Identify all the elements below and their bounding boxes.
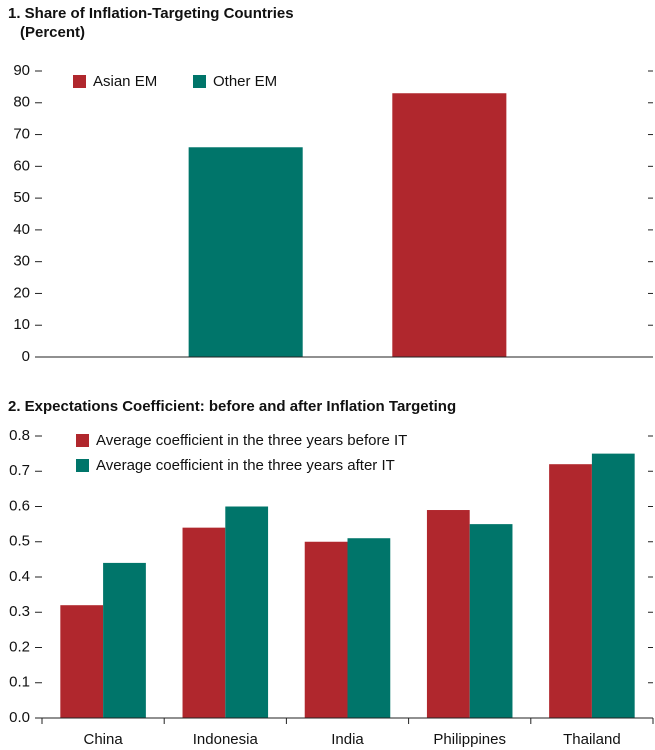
y-tick-label: 0.6 [9, 497, 30, 514]
x-tick-label: Indonesia [193, 731, 259, 748]
y-tick-label: 90 [13, 62, 30, 79]
y-tick-label: 0.4 [9, 568, 30, 585]
chart-subtitle: (Percent) [20, 24, 85, 41]
bar [591, 453, 635, 718]
y-tick-label: 0.2 [9, 638, 30, 655]
x-tick-label: Philippines [433, 731, 506, 748]
y-tick-label: 0.5 [9, 533, 30, 550]
bar [188, 147, 303, 357]
legend-label: Asian EM [93, 73, 157, 90]
bar [392, 93, 507, 357]
y-tick-label: 30 [13, 253, 30, 270]
y-tick-label: 50 [13, 189, 30, 206]
legend-label: Average coefficient in the three years b… [96, 432, 407, 449]
y-tick-label: 70 [13, 126, 30, 143]
y-tick-label: 0 [22, 348, 30, 365]
y-tick-label: 0.1 [9, 674, 30, 691]
bar [60, 605, 104, 718]
bar [304, 541, 348, 718]
y-tick-label: 40 [13, 221, 30, 238]
y-tick-label: 20 [13, 284, 30, 301]
x-tick-label: China [83, 731, 123, 748]
y-tick-label: 0.8 [9, 427, 30, 444]
x-tick-label: Thailand [563, 731, 621, 748]
bar [469, 524, 513, 718]
bar [347, 538, 391, 718]
legend-swatch [76, 459, 89, 472]
legend-swatch [73, 75, 86, 88]
legend-swatch [193, 75, 206, 88]
legend-label: Average coefficient in the three years a… [96, 457, 395, 474]
chart-title: 2. Expectations Coefficient: before and … [8, 398, 456, 415]
y-tick-label: 80 [13, 94, 30, 111]
bar [549, 464, 592, 718]
bar [103, 562, 146, 718]
y-tick-label: 60 [13, 157, 30, 174]
x-tick-label: India [331, 731, 364, 748]
y-tick-label: 0.7 [9, 462, 30, 479]
legend-label: Other EM [213, 73, 277, 90]
y-tick-label: 0.0 [9, 709, 30, 726]
y-tick-label: 0.3 [9, 603, 30, 620]
legend-swatch [76, 434, 89, 447]
bar [182, 527, 226, 718]
chart-title: 1. Share of Inflation-Targeting Countrie… [8, 5, 294, 22]
bar [225, 506, 269, 718]
bar [426, 510, 470, 718]
y-tick-label: 10 [13, 316, 30, 333]
